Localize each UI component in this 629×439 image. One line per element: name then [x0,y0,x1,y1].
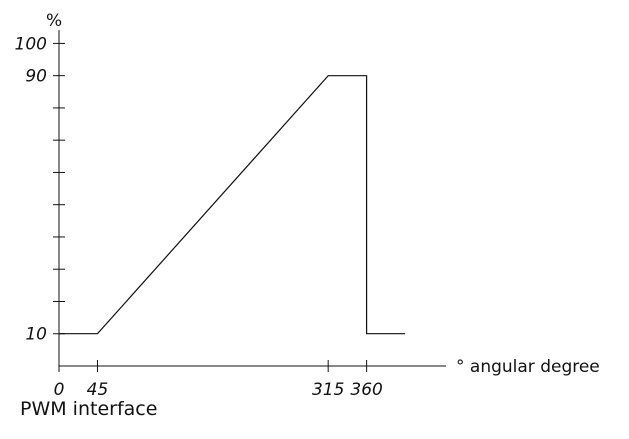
x-tick-label: 45 [87,380,109,400]
y-axis-label: % [46,11,62,31]
chart-caption: PWM interface [20,398,158,420]
y-tick-label: 10 [25,325,47,345]
series-line-0 [59,75,406,335]
x-tick-label: 0 [54,380,65,400]
x-tick-label: 315 [312,380,344,400]
y-tick-label: 90 [25,67,47,87]
x-tick-label: 360 [350,380,382,400]
x-axis-label: ° angular degree [456,357,600,377]
y-tick-label: 100 [15,34,47,54]
